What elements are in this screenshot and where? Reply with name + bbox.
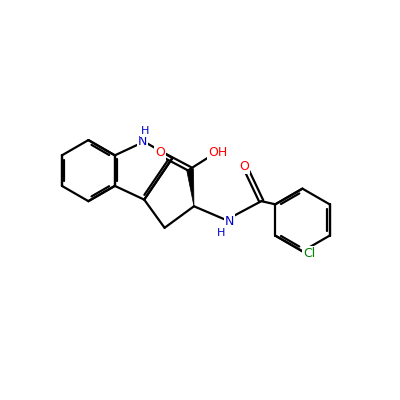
Text: H: H bbox=[141, 126, 149, 136]
Text: O: O bbox=[155, 146, 165, 159]
Text: H: H bbox=[217, 228, 226, 238]
Text: N: N bbox=[224, 216, 234, 228]
Text: Cl: Cl bbox=[303, 247, 316, 260]
Text: N: N bbox=[138, 135, 147, 148]
Polygon shape bbox=[186, 169, 194, 206]
Text: O: O bbox=[240, 160, 250, 173]
Text: OH: OH bbox=[208, 146, 227, 159]
